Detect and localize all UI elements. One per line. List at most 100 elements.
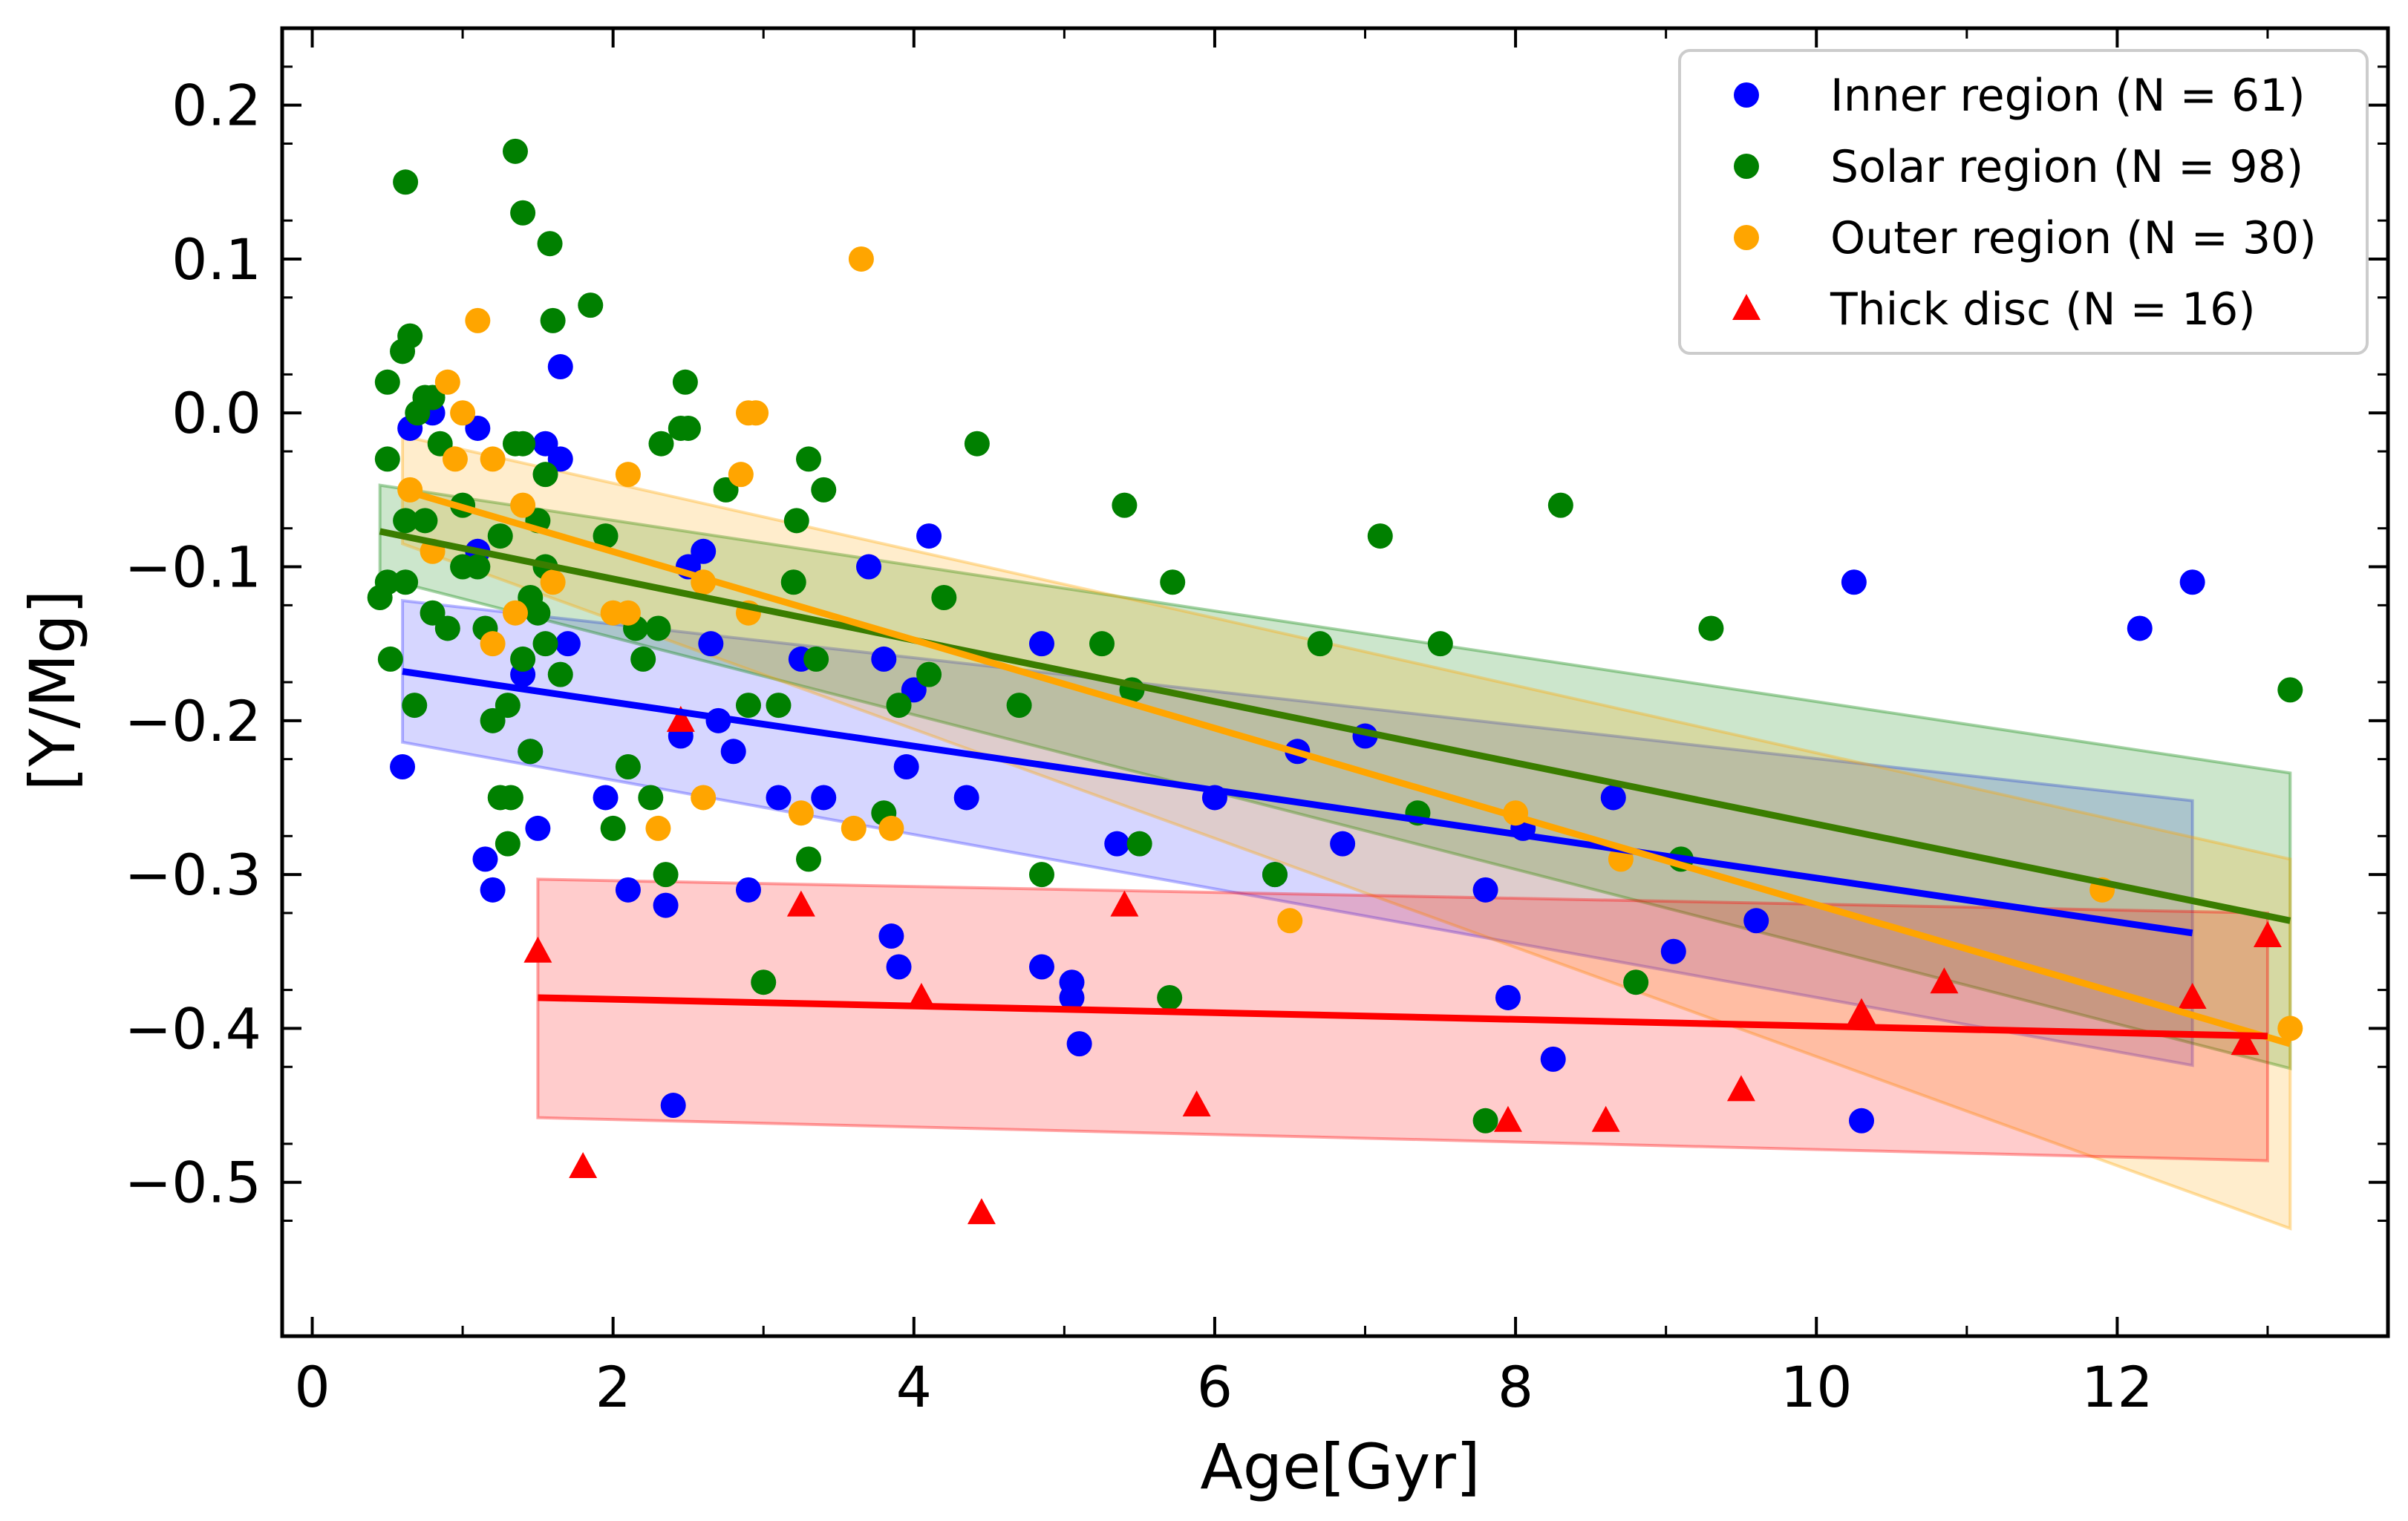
confidence-band-1 [401,598,2194,1067]
point-series-2 [487,523,513,549]
point-series-2 [751,969,777,995]
point-series-1 [893,754,919,780]
point-series-1 [1472,877,1498,903]
point-series-2 [434,615,460,641]
legend-label: Outer region (N = 30) [1830,212,2317,264]
point-series-1 [1660,938,1686,964]
point-series-1 [878,923,904,949]
point-series-1 [1330,831,1356,857]
point-series-2 [1427,631,1453,657]
point-series-1 [472,846,498,872]
point-series-1 [480,877,506,903]
point-series-1 [1066,1031,1092,1057]
point-series-2 [1307,631,1333,657]
legend-box [1678,49,2369,355]
point-series-4 [967,1198,996,1225]
point-series-1 [615,877,641,903]
x-tick-label: 0 [294,1354,330,1420]
point-series-1 [1841,569,1867,595]
point-series-3 [615,600,641,626]
point-series-1 [698,631,724,657]
point-series-2 [374,369,400,395]
point-series-1 [916,523,942,549]
point-series-1 [2179,569,2205,595]
legend-marker [1734,82,1759,108]
legend-label: Thick disc (N = 16) [1830,284,2256,336]
point-series-4 [1182,1090,1211,1117]
y-axis-label: [Y/Mg] [16,590,89,791]
point-series-4 [523,936,552,963]
fit-line-2 [379,528,2291,924]
point-series-2 [931,584,957,610]
point-series-1 [1540,1046,1566,1072]
point-series-3 [450,400,476,426]
legend: Inner region (N = 61) Solar region (N = 9… [1678,49,2369,355]
point-series-2 [510,646,536,672]
point-series-3 [2277,1015,2303,1041]
point-series-2 [540,307,566,333]
point-series-2 [537,231,563,257]
point-series-2 [495,831,521,857]
point-series-2 [1547,492,1573,518]
y-tick-label: 0.1 [172,226,261,292]
point-series-3 [645,815,671,841]
point-series-1 [1849,1108,1874,1134]
point-series-1 [1743,908,1769,934]
legend-label: Solar region (N = 98) [1830,141,2303,193]
point-series-4 [1493,1105,1522,1132]
y-tick-label: −0.2 [124,688,261,754]
point-series-2 [497,785,523,811]
point-series-3 [434,369,460,395]
point-series-4 [1726,1075,1755,1102]
point-series-1 [871,646,897,672]
point-series-2 [803,646,829,672]
point-series-1 [2127,615,2153,641]
point-series-2 [510,431,536,457]
point-series-2 [1006,693,1032,719]
point-series-1 [1495,984,1521,1010]
point-series-2 [964,431,990,457]
point-series-2 [402,693,428,719]
point-series-2 [672,369,698,395]
point-series-3 [502,600,528,626]
x-tick-label: 4 [896,1354,932,1420]
point-series-2 [796,446,821,472]
point-series-1 [720,739,746,765]
x-tick-label: 2 [595,1354,630,1420]
point-series-2 [766,693,792,719]
point-series-3 [480,446,506,472]
x-axis-label: Age[Gyr] [1200,1430,1480,1503]
point-series-4 [2253,921,2282,948]
y-tick-label: 0.2 [172,73,261,139]
point-series-2 [393,508,419,534]
point-series-2 [532,631,558,657]
point-series-2 [735,693,761,719]
point-series-2 [1367,523,1393,549]
point-series-2 [532,462,558,488]
point-series-1 [1600,785,1626,811]
point-series-2 [502,138,528,164]
legend-marker [1734,225,1759,250]
plot-frame [280,26,2390,1338]
point-series-4 [2178,982,2207,1009]
point-series-1 [660,1093,686,1119]
point-series-1 [766,785,792,811]
point-series-1 [653,892,679,918]
point-series-4 [1110,890,1139,917]
point-series-3 [728,462,754,488]
x-tick-label: 8 [1498,1354,1533,1420]
legend-marker [1732,294,1761,320]
point-series-1 [390,754,416,780]
x-tick-label: 10 [1781,1354,1853,1420]
point-series-3 [878,815,904,841]
fit-line-1 [402,668,2193,937]
point-series-2 [547,661,573,687]
point-series-3 [442,446,468,472]
point-series-2 [1262,862,1288,888]
point-series-2 [374,569,400,595]
x-tick-label: 12 [2081,1354,2153,1420]
point-series-2 [615,754,641,780]
point-series-4 [1930,967,1959,994]
point-series-1 [811,785,837,811]
